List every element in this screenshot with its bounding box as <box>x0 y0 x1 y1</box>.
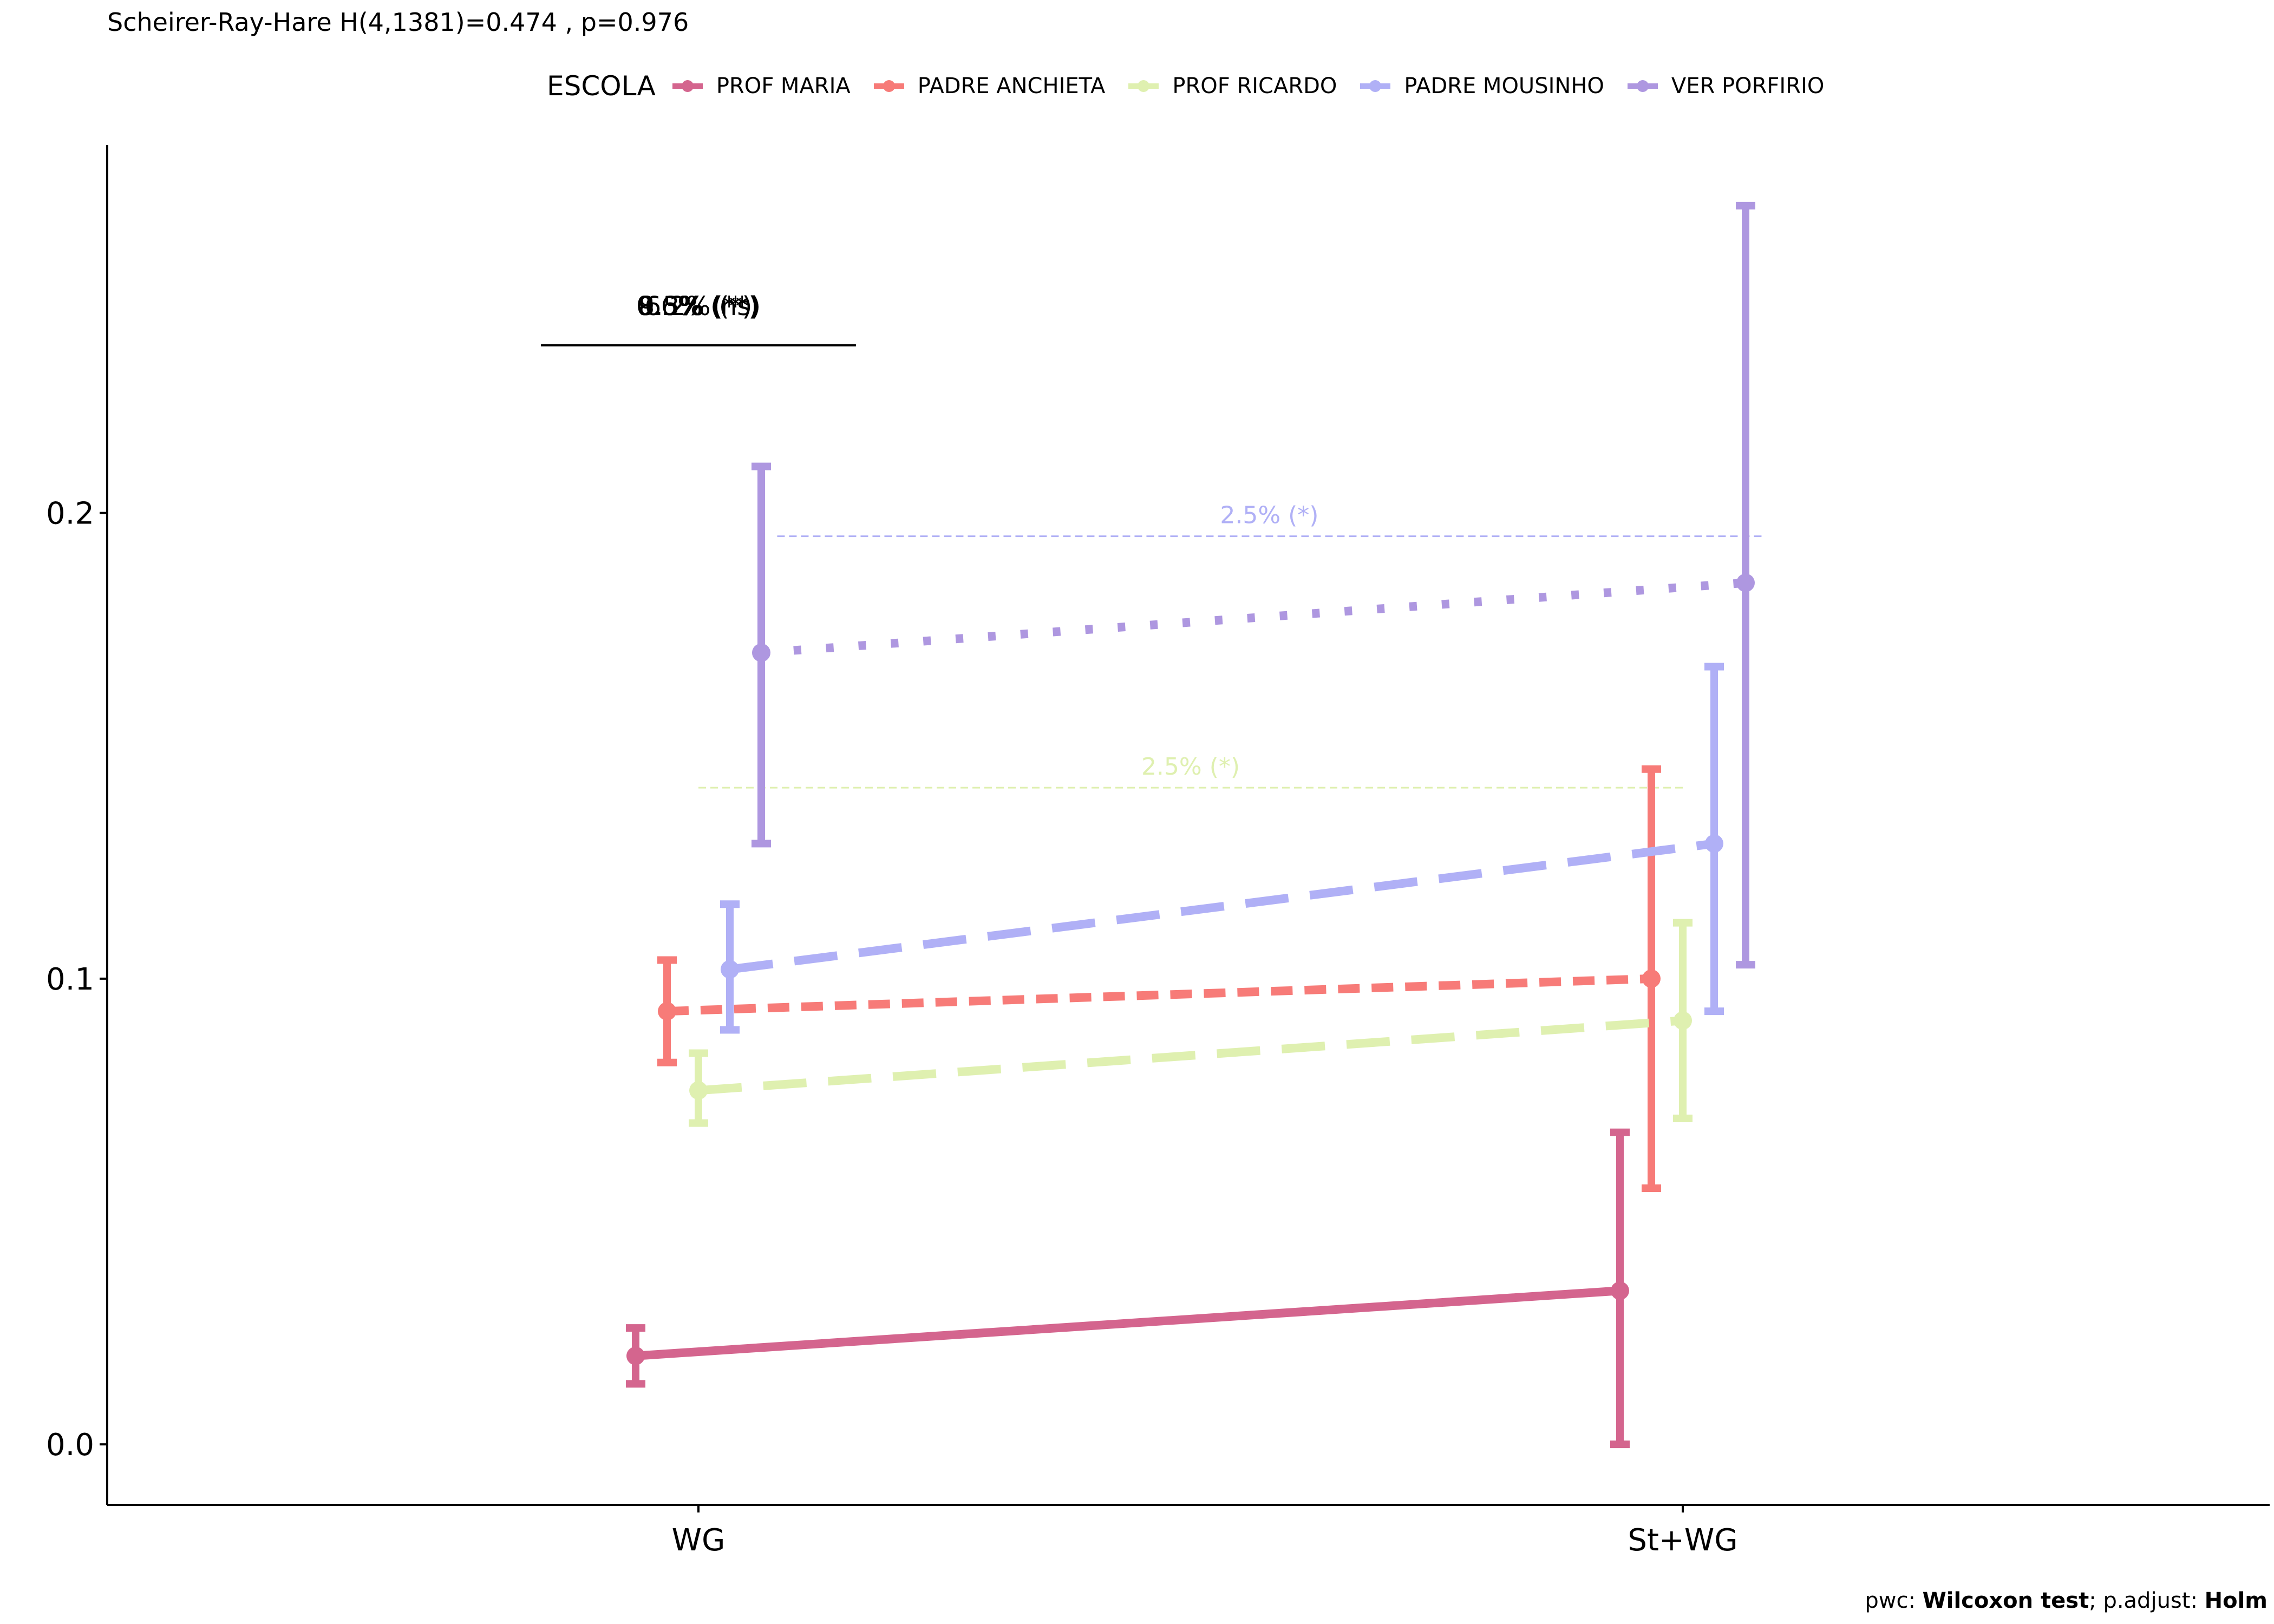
legend-swatch <box>672 80 703 92</box>
caption-pwc-label: pwc: <box>1865 1588 1923 1613</box>
data-point <box>1674 1011 1692 1030</box>
caption-separator: ; p.adjust: <box>2089 1588 2205 1613</box>
caption-pwc-method: Wilcoxon test <box>1922 1588 2089 1613</box>
chart-caption: pwc: Wilcoxon test; p.adjust: Holm <box>1865 1588 2268 1613</box>
y-tick-label: 0.2 <box>46 496 94 532</box>
legend-title: ESCOLA <box>547 70 656 102</box>
legend-item: PROF RICARDO <box>1127 74 1337 99</box>
data-point <box>626 1346 645 1365</box>
legend-item: VER PORFIRIO <box>1626 74 1824 99</box>
annotation-layer: 2.5% (*) 2.5% (*) 9.5% (**)6.2% (*)8.3% (*… <box>541 291 1762 789</box>
significance-label: 2.5% (*) <box>1141 753 1240 781</box>
series-line <box>698 1016 1683 1095</box>
series-line <box>635 1286 1620 1360</box>
legend-label: PROF RICARDO <box>1172 74 1337 99</box>
data-point <box>1642 969 1661 988</box>
bracket-label: 6.2% (*) <box>645 291 753 322</box>
series-group <box>626 1128 1630 1449</box>
series-group <box>689 919 1693 1127</box>
legend-swatch <box>1128 80 1159 92</box>
legend-label: VER PORFIRIO <box>1671 74 1825 99</box>
data-point <box>1736 573 1755 592</box>
legend-item: PADRE ANCHIETA <box>872 74 1106 99</box>
series-layer <box>626 201 1755 1449</box>
bracket-label: 9.5% (**) <box>638 291 759 322</box>
y-tick-label: 0.0 <box>46 1427 94 1463</box>
significance-label: 2.5% (*) <box>1220 502 1318 529</box>
data-point <box>752 643 770 662</box>
data-point <box>721 960 739 979</box>
legend-swatch <box>1627 80 1658 92</box>
data-point <box>689 1081 708 1100</box>
series-group <box>752 201 1755 969</box>
bracket-label: 0.6% (ns) <box>636 291 761 322</box>
legend-label: PADRE MOUSINHO <box>1404 74 1604 99</box>
legend-swatch <box>1360 80 1391 92</box>
data-point <box>1611 1281 1629 1300</box>
series-line <box>666 974 1652 1016</box>
x-tick-label: St+WG <box>1628 1523 1737 1558</box>
data-point <box>658 1002 676 1021</box>
legend-swatch <box>873 80 904 92</box>
series-line <box>761 578 1746 657</box>
legend-label: PROF MARIA <box>716 74 851 99</box>
series-group <box>720 663 1724 1034</box>
x-tick-label: WG <box>672 1523 726 1558</box>
bracket-label: 8.3% (**) <box>638 291 759 322</box>
data-point <box>1705 834 1723 853</box>
axes-layer: 0.0 0.1 0.2 WG St+WG <box>46 145 2270 1558</box>
caption-adjust-method: Holm <box>2204 1588 2268 1613</box>
legend: ESCOLA PROF MARIA PADRE ANCHIETA PROF RI… <box>547 68 1846 104</box>
legend-item: PROF MARIA <box>671 74 851 99</box>
series-line <box>729 839 1715 974</box>
chart-subtitle: Scheirer-Ray-Hare H(4,1381)=0.474 , p=0.… <box>107 8 689 37</box>
y-tick-label: 0.1 <box>46 962 94 997</box>
series-group <box>657 765 1661 1193</box>
legend-item: PADRE MOUSINHO <box>1358 74 1604 99</box>
legend-label: PADRE ANCHIETA <box>917 74 1106 99</box>
